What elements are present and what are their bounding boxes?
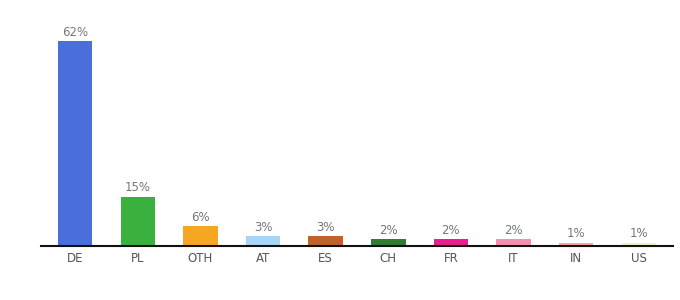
Bar (622, 243, 656, 246)
Text: 15%: 15% (125, 181, 151, 194)
Text: 2%: 2% (379, 224, 398, 237)
Text: 1%: 1% (630, 227, 648, 240)
Bar (496, 239, 531, 246)
Bar (434, 239, 468, 246)
Text: 3%: 3% (254, 221, 272, 234)
Text: 6%: 6% (191, 211, 209, 224)
Text: 2%: 2% (441, 224, 460, 237)
Bar (120, 196, 155, 246)
Bar (58, 41, 92, 246)
Text: 62%: 62% (62, 26, 88, 39)
Text: 1%: 1% (567, 227, 585, 240)
Bar (183, 226, 218, 246)
Bar (246, 236, 280, 246)
Bar (371, 239, 405, 246)
Bar (309, 236, 343, 246)
Bar (559, 243, 594, 246)
Text: 2%: 2% (505, 224, 523, 237)
Text: 3%: 3% (316, 221, 335, 234)
